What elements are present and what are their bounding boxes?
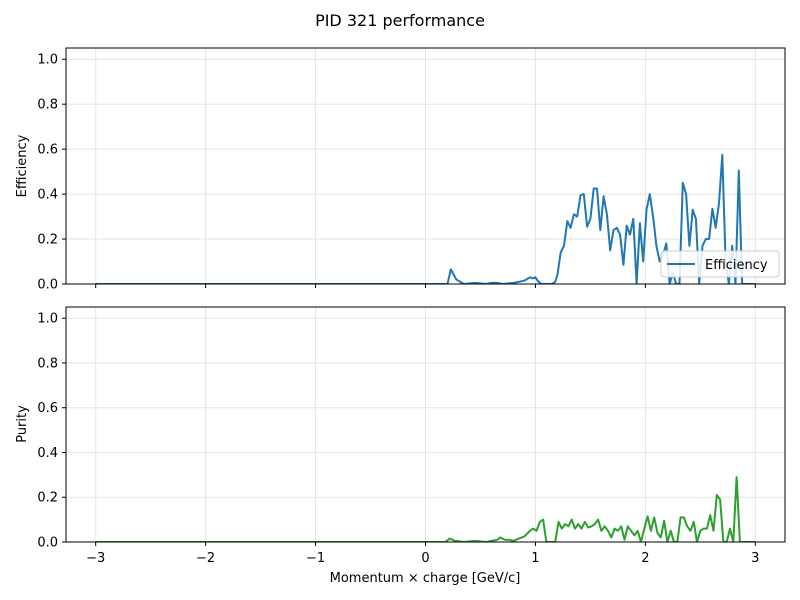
x-tick-label: −2 (196, 551, 215, 566)
y-tick-label: 0.6 (37, 401, 58, 416)
y-tick-label: 0.4 (37, 188, 58, 203)
y-tick-label: 0.4 (37, 446, 58, 461)
x-tick-label: 3 (751, 551, 759, 566)
x-tick-label: 2 (641, 551, 649, 566)
efficiency-legend: Efficiency (660, 250, 780, 278)
legend-label-efficiency: Efficiency (705, 258, 768, 273)
purity-ticks: −3 −2 −1 0 1 2 3 0.0 0.2 0.4 0.6 0.8 1.0 (37, 312, 759, 566)
efficiency-series (95, 153, 756, 284)
x-tick-label: 0 (421, 551, 429, 566)
series-line-efficiency (95, 153, 756, 284)
y-tick-label: 0.6 (37, 143, 58, 158)
y-tick-label: 0.8 (37, 98, 58, 113)
series-line-purity (95, 476, 756, 542)
y-tick-label: 0.2 (37, 233, 58, 248)
purity-panel: −3 −2 −1 0 1 2 3 0.0 0.2 0.4 0.6 0.8 1.0 Purity Mome… (15, 306, 786, 586)
x-axis-label: Momentum × charge [GeV/c] (330, 571, 521, 586)
purity-series (95, 476, 756, 542)
efficiency-ticks: 0.0 0.2 0.4 0.6 0.8 1.0 (37, 53, 756, 293)
y-tick-label: 0.8 (37, 356, 58, 371)
x-tick-label: −1 (306, 551, 325, 566)
x-tick-label: −3 (86, 551, 105, 566)
purity-y-axis-label: Purity (15, 405, 30, 443)
y-tick-label: 0.2 (37, 491, 58, 506)
purity-grid (66, 307, 785, 543)
x-tick-label: 1 (531, 551, 539, 566)
y-tick-label: 0.0 (37, 278, 58, 293)
y-tick-label: 1.0 (37, 312, 58, 327)
legend-box (660, 250, 780, 278)
y-tick-label: 0.0 (37, 536, 58, 551)
efficiency-grid (66, 48, 785, 285)
y-tick-label: 1.0 (37, 53, 58, 68)
efficiency-y-axis-label: Efficiency (15, 134, 30, 197)
efficiency-panel: 0.0 0.2 0.4 0.6 0.8 1.0 Efficiency Efficiency (15, 47, 786, 293)
figure-title: PID 321 performance (315, 11, 485, 30)
